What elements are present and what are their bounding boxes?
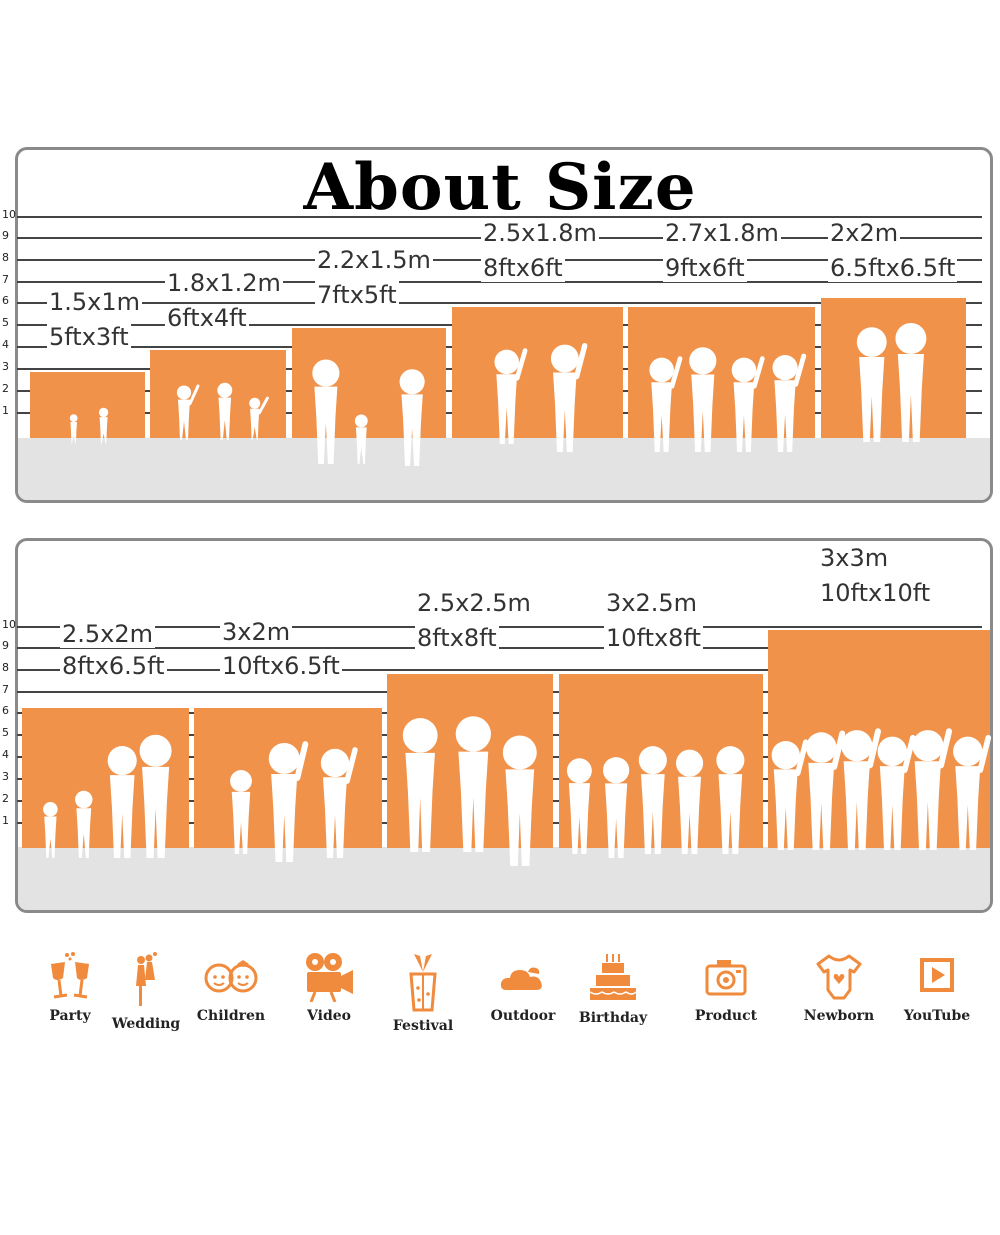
size-label-metric: 3x3m	[818, 544, 891, 572]
size-label-metric: 2.2x1.5m	[315, 246, 433, 274]
size-label-metric: 3x2.5m	[604, 589, 700, 617]
wedding-couple-icon	[136, 952, 157, 1006]
size-label-imperial: 10ftx8ft	[604, 624, 703, 652]
size-label-imperial: 7ftx5ft	[315, 281, 399, 309]
family-lifting-child-silhouette	[230, 741, 358, 862]
use-label: Birthday	[578, 1010, 648, 1026]
use-item-children: Children	[181, 950, 281, 1024]
movie-camera-icon	[306, 953, 353, 1002]
floor	[18, 438, 990, 500]
use-label: Video	[307, 1008, 351, 1024]
scale-tick: 1	[2, 814, 9, 827]
use-item-wedding: Wedding	[96, 950, 196, 1032]
baby-onesie-icon	[816, 954, 862, 1000]
use-label: Outdoor	[490, 1008, 556, 1024]
scale-tick: 3	[2, 360, 9, 373]
scale-tick: 5	[2, 316, 9, 329]
scale-tick: 1	[2, 404, 9, 417]
gridline	[17, 302, 982, 304]
scale-tick: 4	[2, 338, 9, 351]
scale-tick: 7	[2, 683, 9, 696]
gridline	[17, 216, 982, 218]
size-label-imperial: 8ftx6ft	[481, 254, 565, 282]
use-label: Party	[49, 1008, 91, 1024]
use-item-party: Party	[20, 950, 120, 1024]
graduates-silhouette	[771, 728, 992, 850]
girls-group-silhouette	[649, 347, 807, 452]
scale-tick: 10	[2, 208, 16, 221]
family-walking-silhouette	[312, 359, 425, 466]
size-label-metric: 1.8x1.2m	[165, 269, 283, 297]
scale-tick: 9	[2, 229, 9, 242]
size-label-metric: 2.5x1.8m	[481, 219, 599, 247]
backdrop-top-2	[150, 350, 286, 438]
size-label-imperial: 8ftx6.5ft	[60, 652, 167, 680]
children-reading-silhouette	[69, 407, 109, 444]
family-four-silhouette	[43, 734, 172, 858]
use-label: Wedding	[111, 1016, 181, 1032]
size-label-imperial: 10ftx6.5ft	[220, 652, 342, 680]
scale-tick: 4	[2, 748, 9, 761]
scale-tick: 2	[2, 792, 9, 805]
scale-tick: 10	[2, 618, 16, 631]
children-running-silhouette	[176, 382, 269, 440]
cloud-icon	[500, 967, 542, 990]
size-label-metric: 1.5x1m	[47, 288, 143, 316]
use-item-birthday: Birthday	[563, 950, 663, 1026]
three-men-silhouette	[402, 716, 537, 866]
size-label-imperial: 6.5ftx6.5ft	[828, 254, 958, 282]
size-label-imperial: 5ftx3ft	[47, 323, 131, 351]
size-label-imperial: 6ftx4ft	[165, 304, 249, 332]
use-label: YouTube	[903, 1008, 971, 1024]
size-label-metric: 2.7x1.8m	[663, 219, 781, 247]
scale-tick: 8	[2, 251, 9, 264]
scale-tick: 2	[2, 382, 9, 395]
size-label-imperial: 9ftx6ft	[663, 254, 747, 282]
backdrop-top-1	[30, 372, 145, 438]
use-label: Product	[694, 1008, 758, 1024]
size-label-imperial: 8ftx8ft	[415, 624, 499, 652]
group-friends-silhouette	[566, 746, 745, 858]
scale-tick: 3	[2, 770, 9, 783]
birthday-cake-icon	[589, 954, 637, 1000]
scale-tick: 5	[2, 726, 9, 739]
gridline	[17, 626, 982, 628]
scale-tick: 9	[2, 639, 9, 652]
use-item-product: Product	[676, 950, 776, 1024]
wedding-couple-silhouette	[494, 342, 588, 452]
couple-with-pets-silhouette	[856, 323, 927, 442]
use-item-festival: Festival	[373, 950, 473, 1034]
gift-box-icon	[409, 954, 437, 1012]
photo-camera-icon	[705, 960, 747, 996]
floor	[18, 847, 990, 910]
use-label: Newborn	[803, 1008, 875, 1024]
play-button-icon	[920, 958, 954, 992]
uses-row: Party Wedding Children	[0, 950, 1000, 1060]
scale-tick: 8	[2, 661, 9, 674]
children-faces-icon	[204, 960, 258, 993]
size-label-metric: 3x2m	[220, 618, 293, 646]
backdrop-top-6	[821, 298, 966, 438]
size-label-metric: 2x2m	[828, 219, 901, 247]
gridline	[17, 647, 982, 649]
gridline	[17, 669, 982, 671]
backdrop-top-4	[452, 307, 623, 438]
use-item-outdoor: Outdoor	[473, 950, 573, 1024]
page-title: About Size	[303, 150, 697, 225]
use-label: Children	[196, 1008, 266, 1024]
size-label-metric: 2.5x2.5m	[415, 589, 533, 617]
champagne-glasses-icon	[51, 952, 89, 999]
scale-tick: 6	[2, 294, 9, 307]
size-label-metric: 2.5x2m	[60, 620, 156, 648]
use-item-youtube: YouTube	[887, 950, 987, 1024]
use-label: Festival	[392, 1018, 454, 1034]
use-item-newborn: Newborn	[789, 950, 889, 1024]
use-item-video: Video	[279, 950, 379, 1024]
scale-tick: 7	[2, 273, 9, 286]
scale-tick: 6	[2, 704, 9, 717]
size-label-imperial: 10ftx10ft	[818, 579, 933, 607]
